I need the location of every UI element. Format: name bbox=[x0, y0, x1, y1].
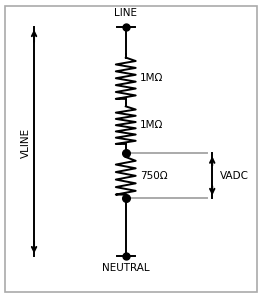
Text: 750Ω: 750Ω bbox=[140, 171, 168, 181]
Text: 1MΩ: 1MΩ bbox=[140, 120, 163, 130]
Text: NEUTRAL: NEUTRAL bbox=[102, 263, 150, 273]
Text: VLINE: VLINE bbox=[21, 128, 31, 158]
Text: LINE: LINE bbox=[114, 8, 137, 18]
Text: VADC: VADC bbox=[220, 171, 249, 181]
Text: 1MΩ: 1MΩ bbox=[140, 73, 163, 83]
